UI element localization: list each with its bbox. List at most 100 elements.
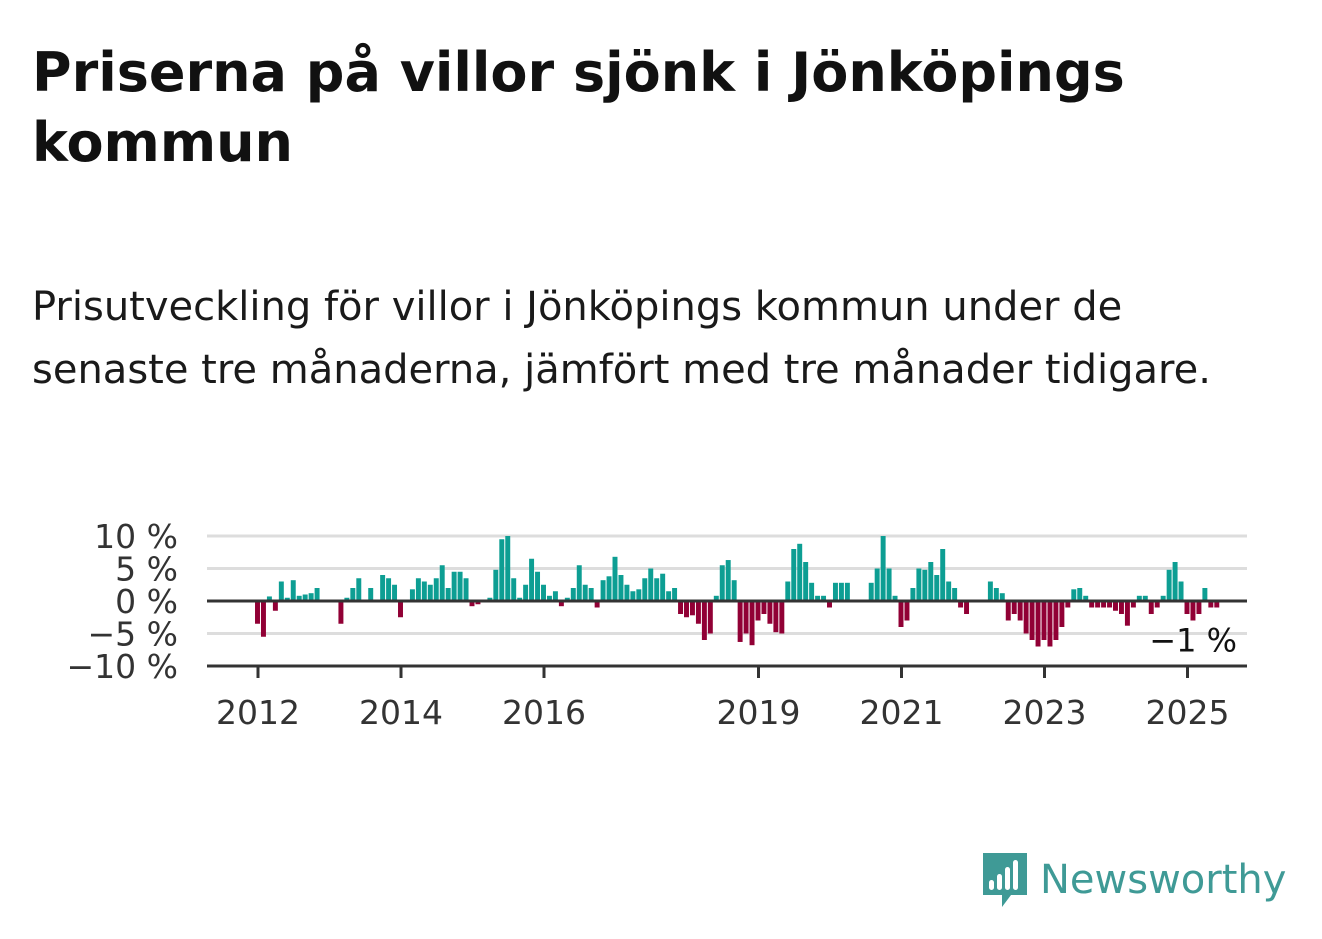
bar bbox=[564, 597, 570, 601]
bar bbox=[558, 601, 564, 607]
bar bbox=[1011, 601, 1017, 614]
bar bbox=[409, 589, 415, 601]
bar bbox=[535, 571, 541, 601]
x-tick-label: 2021 bbox=[860, 693, 944, 732]
bar bbox=[1023, 601, 1029, 634]
bar bbox=[499, 539, 505, 601]
bar bbox=[916, 568, 922, 601]
bar bbox=[898, 601, 904, 627]
bar bbox=[1136, 595, 1142, 601]
bar bbox=[380, 575, 386, 601]
bar bbox=[940, 549, 946, 601]
brand-name: Newsworthy bbox=[1040, 857, 1287, 903]
bar bbox=[886, 568, 892, 601]
bar bbox=[666, 591, 672, 601]
bar bbox=[1095, 601, 1101, 608]
bar bbox=[1124, 601, 1130, 626]
bar bbox=[278, 581, 284, 601]
bar bbox=[624, 584, 630, 601]
y-tick-label: −10 % bbox=[67, 647, 179, 686]
bar bbox=[821, 595, 827, 601]
bar bbox=[552, 591, 558, 601]
bar bbox=[308, 593, 314, 601]
bar bbox=[773, 601, 779, 633]
bar bbox=[1029, 601, 1035, 640]
bar bbox=[451, 571, 457, 601]
bar bbox=[1047, 601, 1053, 647]
bar bbox=[1178, 581, 1184, 601]
bar bbox=[838, 582, 844, 601]
bar bbox=[457, 571, 463, 601]
bar bbox=[1113, 601, 1118, 611]
bar bbox=[588, 588, 594, 601]
bar bbox=[1041, 601, 1047, 640]
bar bbox=[475, 601, 481, 605]
bar bbox=[582, 584, 588, 601]
bar bbox=[255, 601, 260, 624]
bar bbox=[803, 562, 809, 601]
bar bbox=[922, 569, 928, 601]
bar bbox=[654, 578, 660, 601]
bar bbox=[433, 578, 439, 601]
bar bbox=[910, 588, 916, 601]
bar bbox=[874, 568, 880, 601]
bar bbox=[1196, 601, 1202, 614]
bar bbox=[648, 568, 654, 601]
x-tick-label: 2016 bbox=[502, 693, 586, 732]
bar bbox=[713, 595, 719, 601]
bar bbox=[779, 601, 785, 634]
bar bbox=[993, 588, 999, 601]
bar bbox=[904, 601, 910, 621]
newsworthy-logo-icon bbox=[983, 853, 1027, 907]
bar bbox=[707, 601, 713, 634]
bar bbox=[469, 601, 475, 607]
bar bbox=[511, 578, 517, 601]
bar bbox=[606, 576, 612, 601]
x-tick-label: 2023 bbox=[1003, 693, 1087, 732]
bar bbox=[1148, 601, 1154, 614]
bar bbox=[1214, 601, 1220, 608]
bar bbox=[356, 578, 362, 601]
bar bbox=[934, 575, 940, 601]
bar bbox=[284, 597, 290, 601]
bar bbox=[290, 580, 296, 601]
bar bbox=[809, 582, 815, 601]
bar bbox=[832, 582, 838, 601]
bar bbox=[880, 536, 886, 601]
bar bbox=[344, 597, 350, 601]
bar bbox=[302, 594, 308, 601]
bar bbox=[272, 601, 278, 611]
y-tick-label: 10 % bbox=[94, 517, 178, 556]
bar bbox=[439, 565, 445, 601]
bar bbox=[952, 588, 958, 601]
bar bbox=[672, 588, 678, 601]
bar bbox=[964, 601, 970, 614]
bar bbox=[737, 601, 743, 642]
bar bbox=[260, 601, 266, 637]
bar bbox=[731, 580, 737, 601]
bar bbox=[892, 595, 898, 601]
bar bbox=[523, 584, 529, 601]
bar bbox=[1118, 601, 1124, 614]
annotations: −1 % bbox=[1149, 622, 1237, 660]
bar bbox=[266, 596, 272, 601]
bar bbox=[999, 593, 1005, 601]
bar bbox=[785, 581, 791, 601]
bar bbox=[517, 597, 523, 601]
bar bbox=[1172, 562, 1178, 601]
bar bbox=[701, 601, 707, 640]
bar bbox=[1160, 595, 1166, 601]
bar bbox=[1083, 595, 1089, 601]
bar bbox=[1059, 601, 1065, 627]
bar bbox=[678, 601, 684, 614]
bar bbox=[725, 560, 731, 601]
bar bbox=[398, 601, 403, 618]
bar bbox=[630, 591, 636, 601]
bars bbox=[255, 536, 1220, 647]
bar bbox=[463, 578, 469, 601]
bar bbox=[1017, 601, 1023, 621]
x-tick-label: 2025 bbox=[1146, 693, 1230, 732]
bar bbox=[600, 580, 606, 601]
bar-chart: 10 %5 %0 %−5 %−10 % 2012 2014 2016 2019 2021… bbox=[67, 517, 1247, 732]
bar bbox=[827, 601, 832, 608]
